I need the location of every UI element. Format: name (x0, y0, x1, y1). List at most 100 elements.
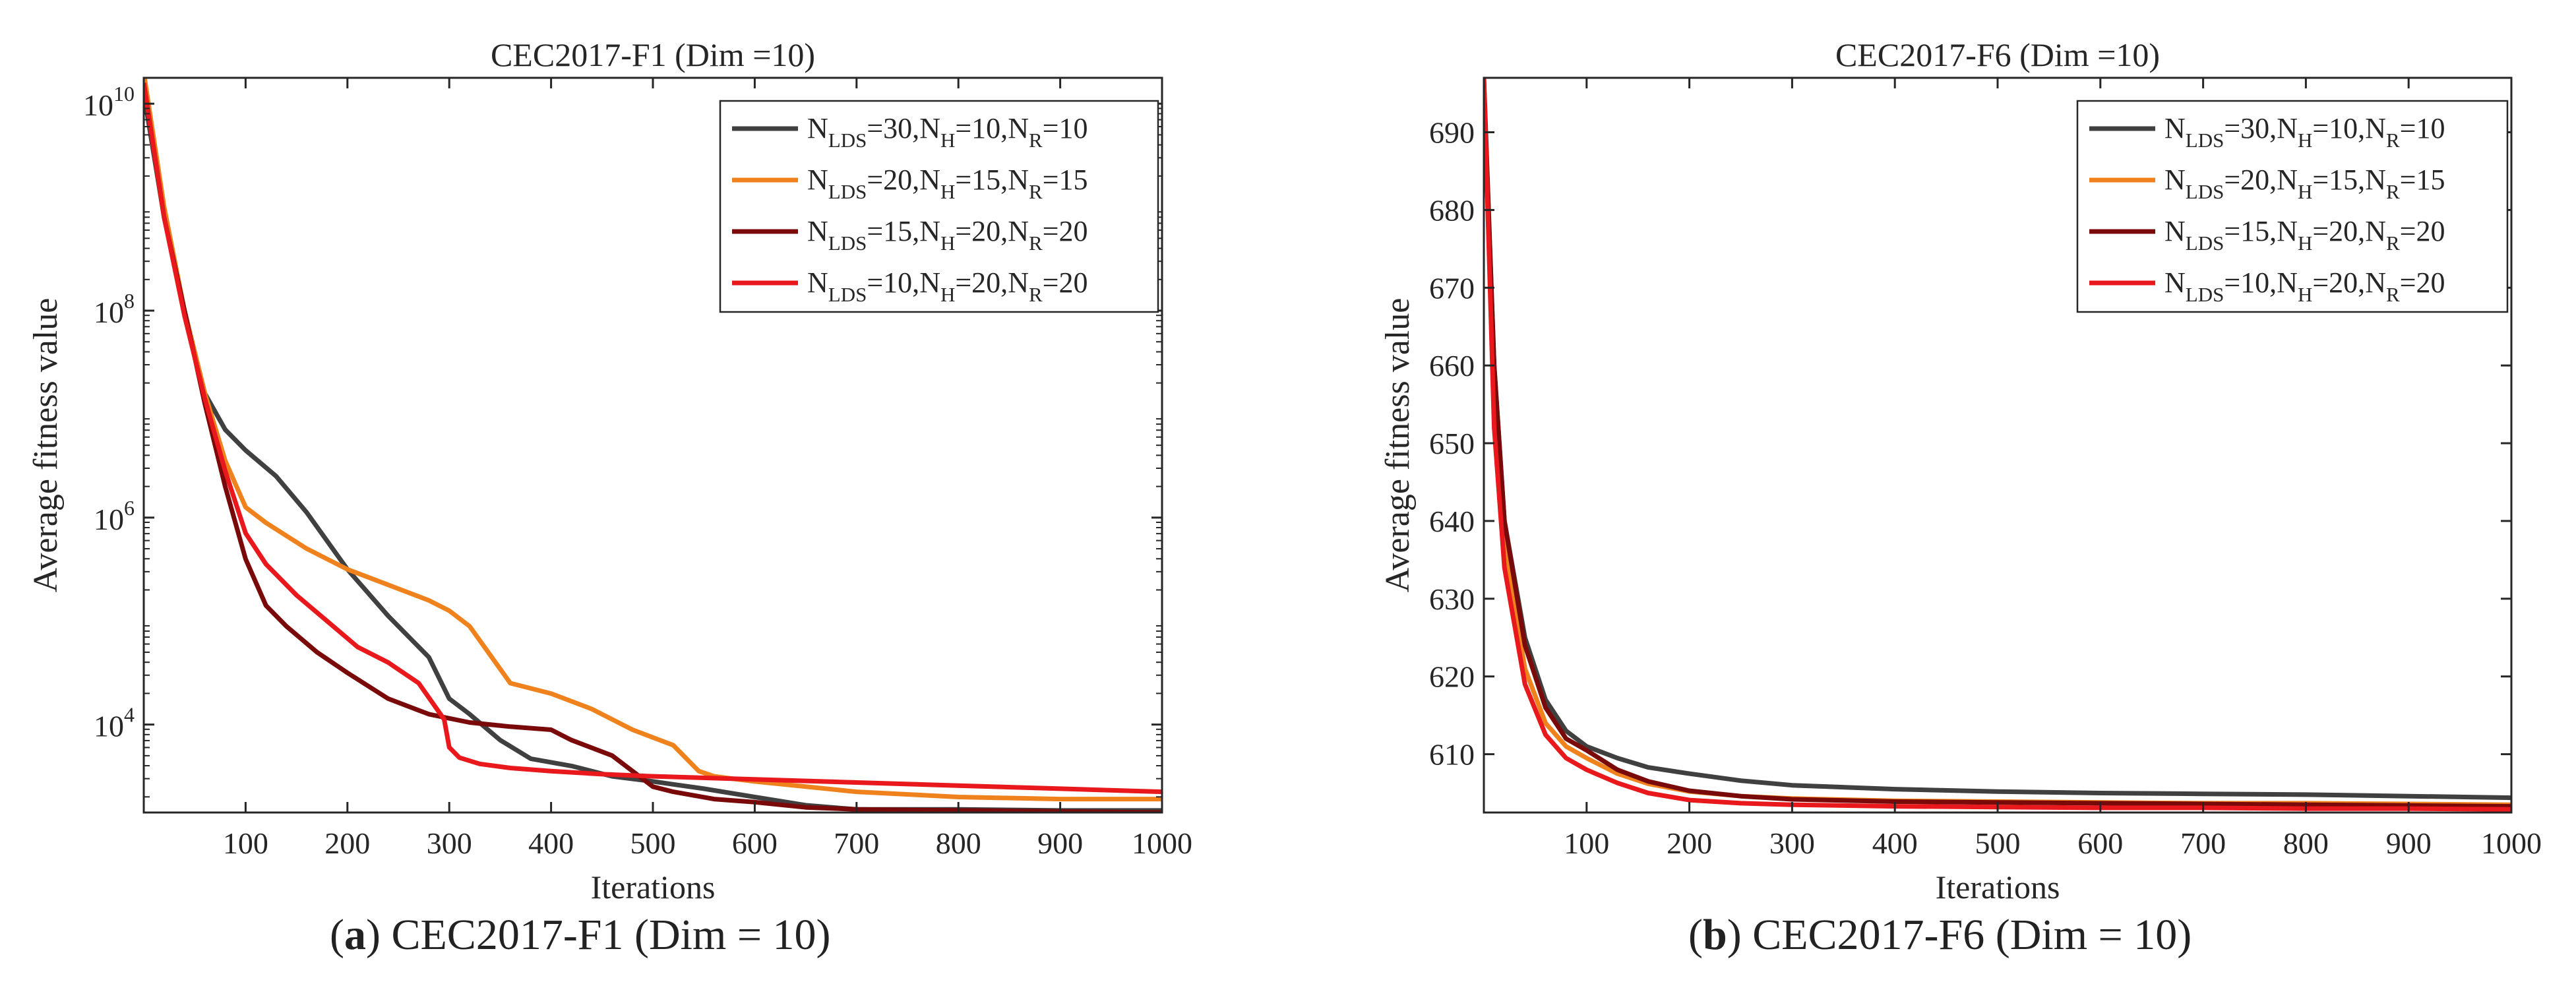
legend: NLDS=30,NH=10,NR=10NLDS=20,NH=15,NR=15NL… (2076, 100, 2509, 313)
y-tick-base: 10 (94, 503, 124, 536)
legend-subscript: LDS (2186, 231, 2224, 255)
y-tick-label: 630 (1429, 582, 1475, 616)
y-tick-label: 1010 (83, 82, 135, 122)
caption-b-text: CEC2017-F6 (Dim = 10) (1741, 911, 2192, 959)
y-tick-label: 610 (1429, 738, 1475, 772)
legend-var: N (807, 215, 828, 247)
chart-title: CEC2017-F6 (Dim =10) (1835, 36, 2160, 73)
y-axis-label: Average fitness value (27, 298, 65, 593)
x-tick-label: 200 (324, 826, 370, 860)
caption-a-text: CEC2017-F1 (Dim = 10) (380, 911, 831, 959)
x-axis-label: Iterations (591, 869, 716, 905)
x-tick-label: 900 (2386, 826, 2432, 860)
x-tick-label: 1000 (2481, 826, 2542, 860)
legend-subscript: R (1029, 283, 1043, 306)
x-tick-label: 300 (427, 826, 472, 860)
legend-value: =15, (955, 164, 1008, 196)
legend-value: =30, (867, 112, 919, 144)
legend-value: =20 (2400, 215, 2445, 247)
panel-b: 100 200 300 400 500 600 700 800 900 1000 610 620 630… (1379, 36, 2542, 905)
legend-subscript: LDS (828, 129, 867, 152)
series-line-3 (144, 82, 1162, 813)
legend-subscript: LDS (828, 180, 867, 203)
legend-var: N (1008, 266, 1029, 299)
y-tick-label: 104 (94, 703, 135, 743)
legend-var: N (919, 164, 940, 196)
caption-b-label: b (1702, 911, 1727, 959)
y-tick-base: 10 (94, 710, 124, 743)
legend-entry: NLDS=20,NH=15,NR=15 (807, 164, 1088, 203)
y-tick-exponent: 10 (113, 82, 135, 106)
legend-var: N (2164, 215, 2186, 247)
x-tick-label: 900 (1037, 826, 1083, 860)
y-tick-exponent: 6 (124, 496, 135, 520)
legend: NLDS=30,NH=10,NR=10NLDS=20,NH=15,NR=15NL… (719, 100, 1159, 313)
x-tick-label: 500 (1975, 826, 2021, 860)
y-tick-label: 670 (1429, 271, 1475, 305)
legend-var: N (2277, 112, 2298, 144)
y-tick-label: 108 (94, 289, 135, 329)
legend-subscript: LDS (2186, 283, 2224, 306)
legend-value: =10 (2400, 112, 2445, 144)
legend-value: =10, (2312, 112, 2365, 144)
chart-title: CEC2017-F1 (Dim =10) (491, 36, 815, 73)
legend-subscript: H (940, 180, 955, 203)
legend-box (719, 100, 1159, 313)
legend-value: =15, (2312, 164, 2365, 196)
legend-entry: NLDS=10,NH=20,NR=20 (2164, 266, 2445, 306)
legend-subscript: H (2298, 180, 2312, 203)
legend-value: =20, (2312, 266, 2365, 299)
y-tick-base: 10 (83, 88, 113, 122)
legend-var: N (1008, 112, 1029, 144)
legend-subscript: R (1029, 180, 1043, 203)
legend-subscript: LDS (2186, 180, 2224, 203)
legend-var: N (2365, 164, 2386, 196)
y-tick-exponent: 8 (124, 289, 135, 313)
legend-subscript: H (2298, 283, 2312, 306)
legend-subscript: R (2386, 283, 2400, 306)
legend-var: N (2164, 164, 2186, 196)
legend-value: =20 (2400, 266, 2445, 299)
legend-var: N (2164, 266, 2186, 299)
series-line-4 (144, 82, 1162, 795)
legend-value: =20 (1043, 266, 1088, 299)
y-tick-label: 690 (1429, 116, 1475, 150)
legend-subscript: R (1029, 231, 1043, 255)
y-tick-label: 620 (1429, 660, 1475, 694)
caption-b: (b) CEC2017-F6 (Dim = 10) (1688, 911, 2192, 959)
y-tick-label: 680 (1429, 193, 1475, 227)
y-tick-label: 106 (94, 496, 135, 536)
legend-var: N (1008, 215, 1029, 247)
legend-subscript: R (2386, 180, 2400, 203)
x-tick-label: 100 (1564, 826, 1609, 860)
legend-subscript: R (2386, 129, 2400, 152)
legend-value: =15, (867, 215, 919, 247)
caption-a: (a) CEC2017-F1 (Dim = 10) (330, 911, 831, 959)
legend-subscript: H (2298, 231, 2312, 255)
x-tick-label: 100 (223, 826, 268, 860)
y-tick-label: 640 (1429, 505, 1475, 538)
legend-var: N (919, 266, 940, 299)
legend-value: =10, (2224, 266, 2277, 299)
legend-var: N (807, 164, 828, 196)
legend-subscript: R (1029, 129, 1043, 152)
legend-var: N (1008, 164, 1029, 196)
legend-box (2076, 100, 2509, 313)
legend-var: N (807, 266, 828, 299)
x-tick-label: 400 (1872, 826, 1918, 860)
legend-subscript: LDS (828, 231, 867, 255)
y-tick-base: 10 (94, 295, 124, 329)
legend-value: =10, (867, 266, 919, 299)
legend-var: N (807, 112, 828, 144)
x-tick-label: 800 (936, 826, 981, 860)
legend-value: =15 (2400, 164, 2445, 196)
legend-subscript: H (940, 283, 955, 306)
caption-a-label: a (344, 911, 366, 959)
legend-var: N (2277, 266, 2298, 299)
x-tick-label: 600 (732, 826, 778, 860)
x-tick-label: 600 (2077, 826, 2123, 860)
x-tick-label: 800 (2283, 826, 2329, 860)
x-tick-label: 700 (2180, 826, 2226, 860)
legend-subscript: LDS (828, 283, 867, 306)
